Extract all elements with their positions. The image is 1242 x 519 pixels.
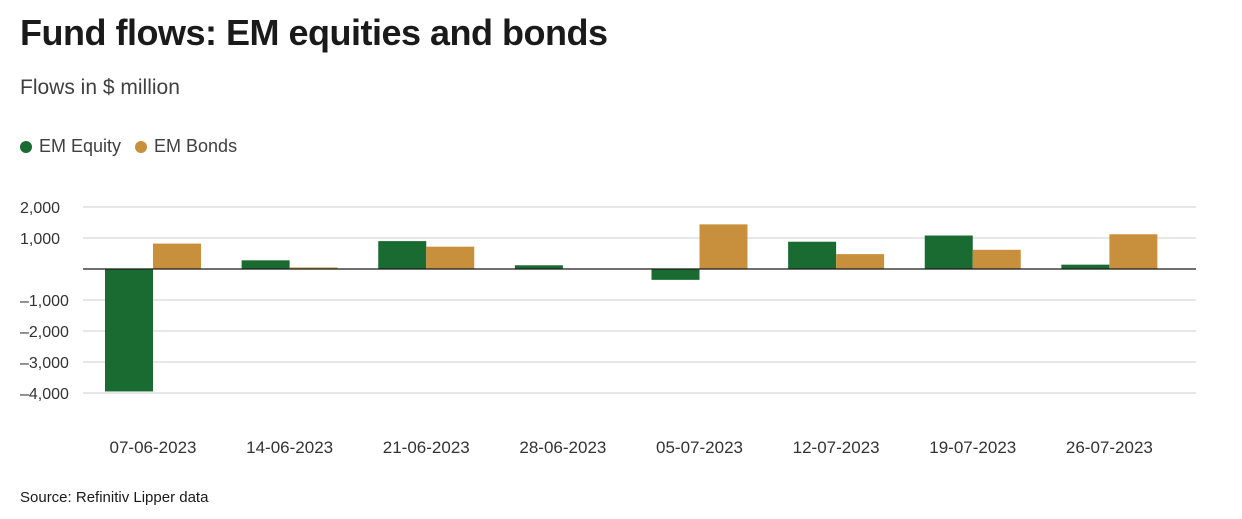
x-tick-label: 12-07-2023 (793, 438, 880, 457)
bar-em-equity (378, 241, 427, 269)
x-tick-label: 07-06-2023 (110, 438, 197, 457)
x-tick-label: 28-06-2023 (519, 438, 606, 457)
y-tick-label: –3,000 (20, 355, 69, 372)
bar-em-bonds (153, 243, 201, 269)
legend-dot-em-equity (20, 140, 32, 153)
chart-subtitle: Flows in $ million (20, 76, 180, 99)
x-tick-label: 05-07-2023 (656, 438, 743, 457)
bar-em-bonds (699, 224, 748, 269)
bar-em-equity (105, 269, 153, 392)
legend-label-em-equity: EM Equity (39, 136, 122, 156)
bar-em-bonds (972, 249, 1021, 269)
bar-em-bonds (1109, 234, 1158, 269)
legend-item-em-equity: EM Equity (20, 136, 121, 157)
legend: EM Equity EM Bonds (20, 136, 251, 157)
legend-item-em-bonds: EM Bonds (135, 136, 237, 157)
bar-em-equity (788, 241, 837, 269)
legend-label-em-bonds: EM Bonds (154, 136, 238, 156)
source-note: Source: Refinitiv Lipper data (20, 489, 209, 506)
bar-em-equity (514, 265, 563, 269)
chart-title: Fund flows: EM equities and bonds (20, 12, 608, 53)
bar-em-equity (1061, 264, 1110, 269)
y-tick-label: 1,000 (20, 231, 60, 248)
bar-em-equity (924, 235, 973, 269)
x-tick-label: 14-06-2023 (246, 438, 333, 457)
y-tick-label: 2,000 (20, 200, 60, 217)
bar-em-equity (651, 269, 700, 280)
y-tick-label: –4,000 (20, 386, 69, 403)
x-tick-label: 26-07-2023 (1066, 438, 1153, 457)
bar-em-equity (241, 260, 290, 269)
x-tick-label: 19-07-2023 (929, 438, 1016, 457)
y-tick-label: –1,000 (20, 293, 69, 310)
bar-em-bonds (426, 246, 475, 269)
y-tick-label: –2,000 (20, 324, 69, 341)
x-tick-label: 21-06-2023 (383, 438, 470, 457)
bar-em-bonds (836, 254, 885, 269)
legend-dot-em-bonds (135, 140, 148, 153)
bar-em-bonds (289, 267, 338, 269)
